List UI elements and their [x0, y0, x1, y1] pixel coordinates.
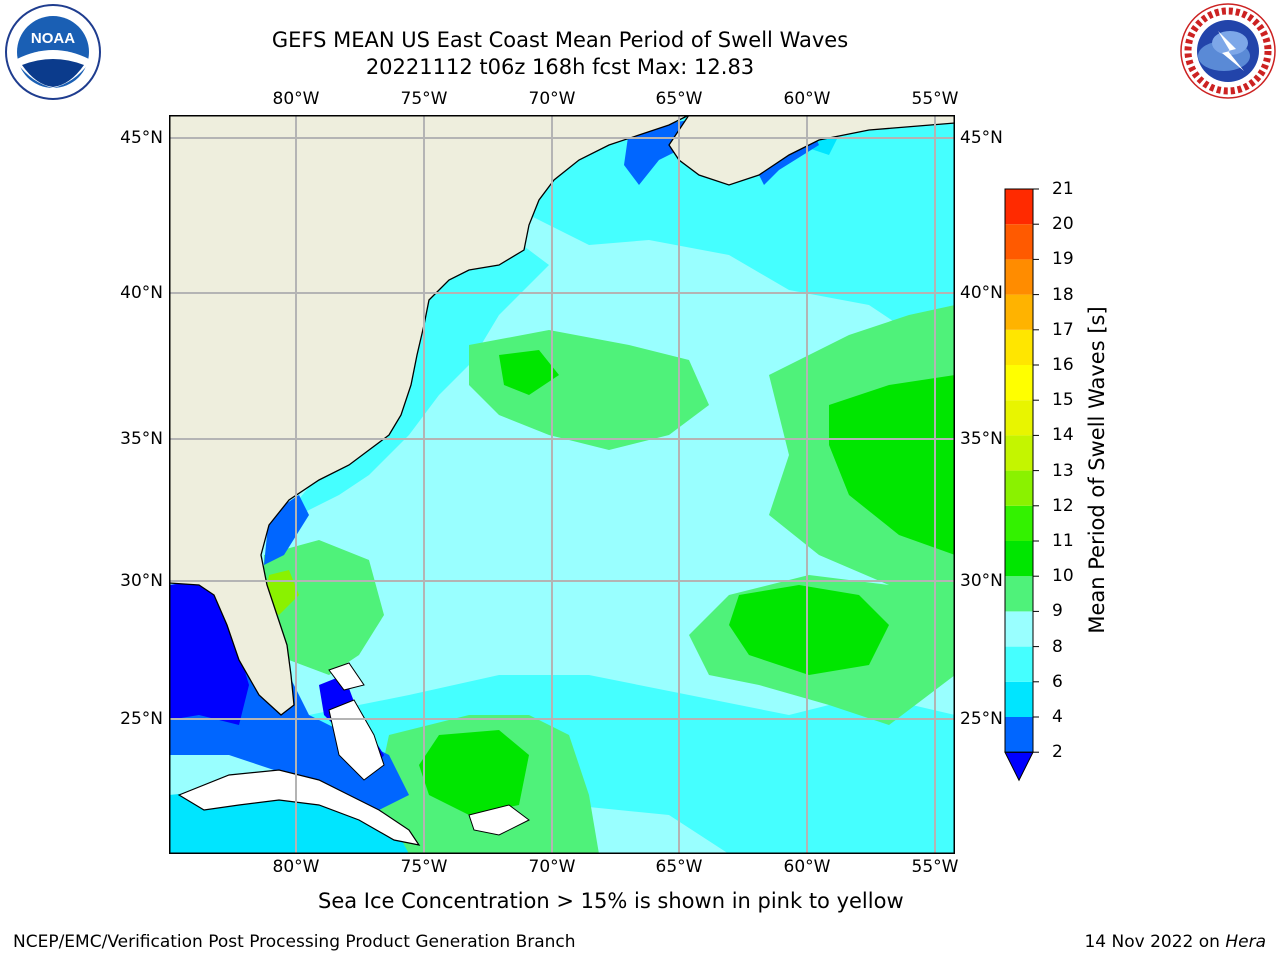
lon-label-top-70w: 70°W: [528, 89, 576, 109]
lat-label-left-35n: 35°N: [120, 429, 163, 449]
lat-label-right-45n: 45°N: [960, 128, 1003, 148]
lat-label-right-25n: 25°N: [960, 709, 1003, 729]
colorbar-segment: [1005, 189, 1033, 225]
lon-label-bottom-70w: 70°W: [528, 857, 576, 877]
colorbar-tick-label: 12: [1052, 495, 1074, 516]
lat-label-left-45n: 45°N: [120, 128, 163, 148]
colorbar-tick-label: 11: [1052, 531, 1074, 551]
contour-10-11-east: [829, 375, 955, 555]
lon-label-bottom-55w: 55°W: [911, 857, 959, 877]
colorbar-segment: [1005, 365, 1033, 401]
colorbar-tick-label: 10: [1052, 566, 1074, 587]
footer-date: 14 Nov 2022 on Hera: [1084, 932, 1266, 952]
nws-logo: [1180, 3, 1276, 99]
chart-title: GEFS MEAN US East Coast Mean Period of S…: [271, 28, 849, 52]
land-hispaniola: [468, 804, 530, 836]
lon-label-top-60w: 60°W: [783, 89, 831, 109]
land-abaco: [328, 662, 365, 691]
colorbar-tick-label: 17: [1052, 319, 1074, 340]
lat-label-right-35n: 35°N: [960, 429, 1003, 449]
lon-label-top-55w: 55°W: [911, 89, 959, 109]
colorbar-segment: [1005, 435, 1033, 471]
colorbar-segment: [1005, 611, 1033, 647]
coastline-nova-scotia: [668, 115, 955, 186]
colorbar-segment: [1005, 400, 1033, 436]
lat-label-left-25n: 25°N: [120, 709, 163, 729]
land-north-america: [169, 115, 689, 715]
colorbar-segment: [1005, 576, 1033, 612]
contour-under-2-gulf: [169, 580, 249, 725]
footer-machine: Hera: [1225, 932, 1266, 952]
lat-label-right-30n: 30°N: [960, 571, 1003, 591]
colorbar-segment: [1005, 294, 1033, 330]
contour-10-11-caribbean: [419, 730, 529, 815]
map-panel: [169, 115, 955, 854]
colorbar-segment: [1005, 505, 1033, 541]
colorbar-tick-label: 2: [1052, 742, 1063, 763]
colorbar-segment: [1005, 681, 1033, 717]
contour-6-8-north: [509, 115, 955, 345]
lat-label-left-40n: 40°N: [120, 283, 163, 303]
colorbar-tick-label: 6: [1052, 671, 1063, 692]
lon-label-bottom-60w: 60°W: [783, 857, 831, 877]
noaa-logo: NOAA: [5, 4, 101, 100]
colorbar-tick-label: 9: [1052, 601, 1063, 622]
footer-date-text: 14 Nov 2022 on: [1084, 932, 1220, 952]
colorbar: [1004, 188, 1039, 782]
contour-10-11-central: [499, 350, 559, 395]
noaa-logo-text: NOAA: [31, 30, 75, 47]
colorbar-tick-label: 20: [1052, 214, 1074, 235]
colorbar-tick-label: 18: [1052, 284, 1074, 305]
lon-label-top-65w: 65°W: [655, 89, 703, 109]
lon-label-bottom-80w: 80°W: [272, 857, 320, 877]
colorbar-tick-label: 8: [1052, 636, 1063, 657]
colorbar-under-arrow: [1004, 751, 1034, 782]
colorbar-tick-label: 16: [1052, 355, 1074, 375]
colorbar-tick-label: 13: [1052, 460, 1074, 481]
lon-label-bottom-75w: 75°W: [400, 857, 448, 877]
colorbar-segment: [1005, 470, 1033, 506]
colorbar-segment: [1005, 329, 1033, 365]
lon-label-top-75w: 75°W: [400, 89, 448, 109]
contour-10-11-band: [729, 585, 889, 675]
lon-label-top-80w: 80°W: [272, 89, 320, 109]
contour-9-10-florida: [264, 540, 384, 675]
chart-subtitle: 20221112 t06z 168h fcst Max: 12.83: [365, 55, 755, 79]
land-cuba: [177, 769, 421, 846]
colorbar-segment: [1005, 646, 1033, 682]
lat-label-left-30n: 30°N: [120, 571, 163, 591]
colorbar-tick-label: 21: [1052, 179, 1074, 199]
gridlines: [169, 115, 955, 854]
colorbar-segment: [1005, 717, 1033, 753]
footer-credit: NCEP/EMC/Verification Post Processing Pr…: [13, 932, 576, 952]
colorbar-segment: [1005, 259, 1033, 295]
colorbar-tick-label: 14: [1052, 425, 1074, 446]
land-nova-scotia: [669, 115, 955, 185]
lon-label-bottom-65w: 65°W: [655, 857, 703, 877]
colorbar-tick-label: 4: [1052, 707, 1063, 727]
colorbar-tick-label: 19: [1052, 249, 1074, 270]
lat-label-right-40n: 40°N: [960, 283, 1003, 303]
colorbar-segment: [1005, 541, 1033, 577]
colorbar-tick-label: 15: [1052, 390, 1074, 411]
coastline: [169, 115, 690, 716]
colorbar-segment: [1005, 224, 1033, 260]
colorbar-label: Mean Period of Swell Waves [s]: [1085, 306, 1109, 634]
sea-ice-note: Sea Ice Concentration > 15% is shown in …: [318, 889, 904, 913]
